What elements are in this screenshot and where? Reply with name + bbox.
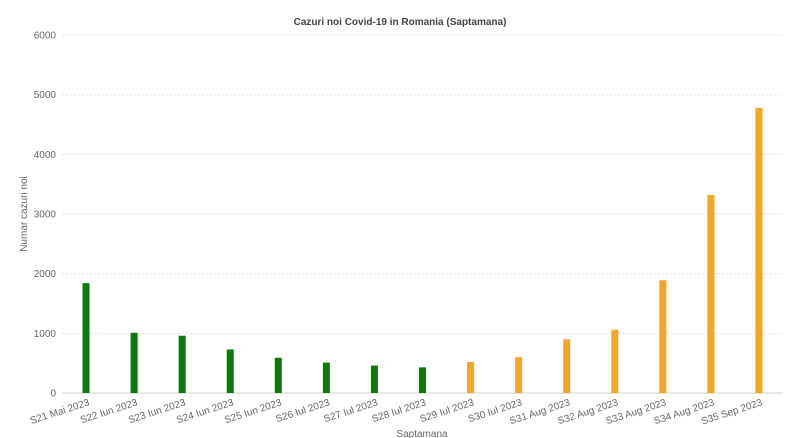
bar[interactable] bbox=[467, 361, 475, 393]
bar[interactable] bbox=[130, 332, 138, 393]
x-tick-label: S29 Iul 2023 bbox=[419, 397, 476, 425]
bar[interactable] bbox=[611, 329, 619, 393]
y-tick-label: 2000 bbox=[34, 269, 57, 280]
y-axis-label: Numar cazuri noi bbox=[19, 176, 30, 252]
x-axis-label: Saptamana bbox=[396, 429, 448, 438]
y-tick-label: 0 bbox=[50, 389, 56, 400]
x-tick-label: S27 Iul 2023 bbox=[323, 397, 380, 425]
y-tick-label: 3000 bbox=[34, 210, 57, 221]
bar[interactable] bbox=[659, 280, 667, 393]
y-tick-label: 5000 bbox=[34, 90, 57, 101]
bar[interactable] bbox=[419, 367, 426, 393]
bar[interactable] bbox=[274, 357, 282, 393]
bar[interactable] bbox=[755, 107, 763, 393]
gridlines bbox=[62, 34, 783, 394]
bar[interactable] bbox=[370, 365, 378, 393]
bar[interactable] bbox=[82, 283, 90, 393]
y-tick-label: 1000 bbox=[34, 329, 57, 340]
chart-title: Cazuri noi Covid-19 in Romania (Saptaman… bbox=[294, 17, 507, 28]
y-tick-label: 4000 bbox=[34, 150, 57, 161]
bar[interactable] bbox=[563, 339, 571, 393]
y-axis-ticks: 0 1000 2000 3000 4000 5000 6000 bbox=[34, 31, 57, 400]
x-tick-label: S28 Iul 2023 bbox=[371, 397, 428, 425]
bar[interactable] bbox=[322, 362, 330, 393]
x-tick-label: S26 Iul 2023 bbox=[274, 397, 331, 425]
bar[interactable] bbox=[707, 194, 715, 393]
bar[interactable] bbox=[515, 357, 523, 393]
bar[interactable] bbox=[226, 349, 234, 393]
bars bbox=[82, 107, 763, 393]
bar[interactable] bbox=[178, 335, 186, 393]
y-tick-label: 6000 bbox=[34, 31, 57, 42]
